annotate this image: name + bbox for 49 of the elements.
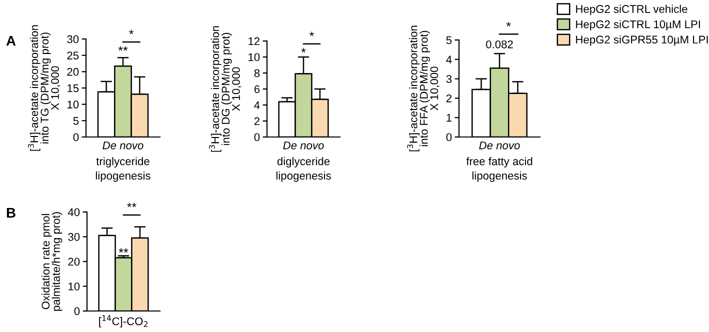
y-axis-title: [$^{3}$H]-acetate incorporation into FFA (DPM/mg prot) X 10,000: [407, 26, 440, 152]
y-axis-title: [$^{3}$H]-acetate incorporation into DG (DPM/mg prot) X 10,000: [208, 26, 242, 152]
y-axis-title: Oxidation rate pmol palmitate/h*mg prot): [41, 212, 62, 311]
y-tick-label: 2: [446, 94, 452, 102]
x-tick-label: De novo: [283, 142, 324, 150]
y-tick-label: 3: [446, 75, 452, 83]
text: B: [6, 208, 16, 218]
text: **: [127, 202, 136, 208]
y-tick-label: 20: [68, 258, 80, 266]
x-tick-label: De novo: [102, 142, 144, 150]
y-tick-label: 2: [254, 117, 260, 126]
y-tick-label: 4: [446, 56, 452, 64]
text: *: [129, 30, 134, 34]
x-axis-title: free fatty acid lipogenesis: [466, 157, 532, 182]
x-axis-title: triglyceride lipogenesis: [96, 157, 150, 182]
y-tick-label: 6: [254, 85, 260, 94]
y-tick-label: 20: [67, 68, 79, 76]
y-tick-label: 30: [68, 233, 80, 241]
annotation: 0.082: [486, 40, 513, 48]
y-tick-label: 0: [73, 133, 79, 142]
annotation: **: [118, 248, 128, 253]
y-tick-label: 10: [248, 53, 260, 62]
text: *: [506, 22, 511, 26]
legend-label: HepG2 siCTRL 10µM LPI: [576, 20, 700, 30]
y-tick-label: 30: [67, 35, 79, 44]
legend-label: HepG2 siCTRL vehicle: [576, 4, 688, 16]
y-tick-label: 4: [254, 101, 260, 110]
y-tick-label: 5: [446, 36, 452, 44]
y-tick-label: 10: [68, 282, 80, 290]
annotation: *: [301, 48, 306, 52]
y-axis-title: [$^{3}$H]-acetate incorporation into TG (DPM/mg prot) X 10,000: [28, 25, 60, 151]
legend-label: HepG2 siGPR55 10µM LPI: [576, 35, 708, 46]
y-tick-label: 0: [254, 133, 260, 142]
x-axis-title: diglyceride lipogenesis: [276, 157, 331, 182]
y-tick-label: 8: [254, 69, 260, 78]
y-tick-label: 25: [67, 52, 79, 60]
x-tick-label: De novo: [479, 142, 520, 150]
y-tick-label: 10: [68, 100, 79, 108]
y-tick-label: 0: [74, 307, 80, 316]
annotation: **: [118, 46, 128, 51]
y-tick-label: 15: [68, 84, 79, 92]
x-tick-label: [$^{14}$C]-CO$_{2}$: [99, 315, 148, 328]
text: *: [309, 32, 314, 36]
y-tick-label: 0: [446, 133, 452, 142]
text: A: [6, 36, 16, 46]
y-tick-label: 5: [73, 117, 79, 125]
y-tick-label: 40: [68, 208, 80, 216]
y-tick-label: 1: [446, 114, 452, 122]
y-tick-label: 12: [248, 37, 260, 46]
